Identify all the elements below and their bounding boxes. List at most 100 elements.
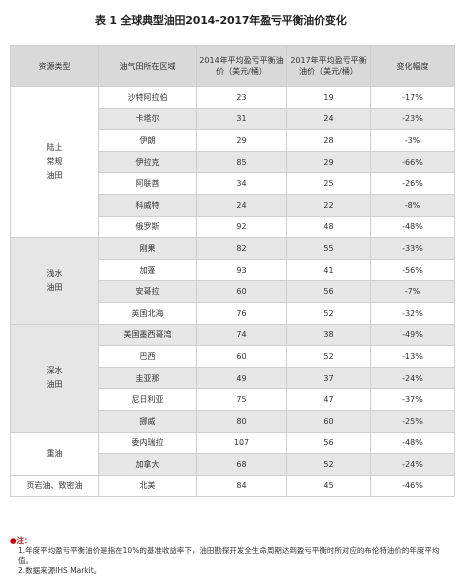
region-cell: 尼日利亚 xyxy=(98,388,197,411)
region-cell: 挪威 xyxy=(98,409,197,433)
price-2017-cell: 37 xyxy=(286,366,371,390)
table-title: 表 1 全球典型油田2014-2017年盈亏平衡油价变化 xyxy=(95,14,347,27)
change-cell: -56% xyxy=(370,258,455,282)
table-row: 加拿大 68 52 -24% xyxy=(11,453,455,476)
change-cell: -8% xyxy=(370,193,455,217)
region-cell: 加蓬 xyxy=(98,258,197,282)
price-2014-cell: 76 xyxy=(196,301,287,325)
price-2014-cell: 60 xyxy=(196,280,287,303)
table-row: 陆上 常规 油田 沙特阿拉伯 23 19 -17% xyxy=(10,85,455,239)
price-2017-cell: 25 xyxy=(286,172,371,195)
table-row: 安哥拉 60 56 -7% xyxy=(11,280,455,303)
change-cell: -24% xyxy=(370,453,455,476)
change-cell: -32% xyxy=(370,301,455,325)
table-row: 页岩油、致密油 北美 84 45 -46% xyxy=(10,474,455,498)
table-row: 重油 委内瑞拉 107 56 -48% xyxy=(10,431,455,476)
header-2017-price: 2017年平均盈亏平衡油价（美元/桶） xyxy=(286,45,371,87)
breakeven-price-table: 资源类型 油气田所在区域 2014年平均盈亏平衡油价（美元/桶） 2017年平均… xyxy=(10,45,455,498)
price-2014-cell: 93 xyxy=(196,258,287,282)
region-cell: 沙特阿拉伯 xyxy=(98,86,197,109)
table-row: 浅水 油田 刚果 82 55 -33% xyxy=(10,237,455,325)
price-2014-cell: 29 xyxy=(196,129,287,152)
change-cell: -26% xyxy=(370,172,455,195)
change-cell: -7% xyxy=(370,280,455,303)
notes: ●注： 1.年度平均盈亏平衡油价是指在10%的基准收益率下，油田勘探开发全生命周… xyxy=(10,536,454,576)
region-cell: 俄罗斯 xyxy=(98,215,197,239)
table-body: 陆上 常规 油田 沙特阿拉伯 23 19 -17% 卡塔尔 31 24 -23% 伊朗 29 28 -3… xyxy=(10,85,455,498)
price-2014-cell: 23 xyxy=(196,86,287,109)
price-2017-cell: 52 xyxy=(286,345,371,368)
region-cell: 圭亚那 xyxy=(98,366,197,390)
region-cell: 巴西 xyxy=(98,345,197,368)
price-2017-cell: 45 xyxy=(286,474,371,498)
table-header-row: 资源类型 油气田所在区域 2014年平均盈亏平衡油价（美元/桶） 2017年平均… xyxy=(10,45,455,87)
change-cell: -33% xyxy=(370,237,455,260)
price-2014-cell: 82 xyxy=(196,237,287,260)
price-2017-cell: 52 xyxy=(286,453,371,476)
resource-type-cell: 深水 油田 xyxy=(10,323,99,433)
price-2014-cell: 84 xyxy=(196,474,287,498)
price-2017-cell: 55 xyxy=(286,237,371,260)
region-cell: 科威特 xyxy=(98,193,197,217)
price-2014-cell: 49 xyxy=(196,366,287,390)
region-cell: 刚果 xyxy=(98,237,197,260)
price-2017-cell: 56 xyxy=(286,431,371,455)
region-cell: 伊朗 xyxy=(98,129,197,152)
bullet-icon: ● xyxy=(10,536,17,545)
price-2017-cell: 22 xyxy=(286,193,371,217)
change-cell: -3% xyxy=(370,129,455,152)
price-2014-cell: 68 xyxy=(196,453,287,476)
change-cell: -23% xyxy=(370,107,455,131)
price-2017-cell: 29 xyxy=(286,150,371,174)
change-cell: -46% xyxy=(370,474,455,498)
price-2014-cell: 107 xyxy=(196,431,287,455)
change-cell: -37% xyxy=(370,388,455,411)
resource-type-cell: 重油 xyxy=(10,431,99,476)
region-cell: 伊拉克 xyxy=(98,150,197,174)
table-row: 深水 油田 美国墨西哥湾 74 38 -49% xyxy=(10,323,455,433)
table-row: 阿联酋 34 25 -26% xyxy=(11,172,455,195)
table-row: 伊朗 29 28 -3% xyxy=(11,129,455,152)
change-cell: -48% xyxy=(370,431,455,455)
price-2014-cell: 31 xyxy=(196,107,287,131)
change-cell: -66% xyxy=(370,150,455,174)
price-2017-cell: 24 xyxy=(286,107,371,131)
header-change: 变化幅度 xyxy=(370,45,455,87)
note-item-1: 1.年度平均盈亏平衡油价是指在10%的基准收益率下，油田勘探开发全生命周期达到盈… xyxy=(18,546,440,565)
header-region: 油气田所在区域 xyxy=(98,45,197,87)
price-2014-cell: 74 xyxy=(196,323,287,347)
change-cell: -17% xyxy=(370,86,455,109)
resource-type-cell: 浅水 油田 xyxy=(10,237,99,325)
price-2014-cell: 85 xyxy=(196,150,287,174)
table-row: 俄罗斯 92 48 -48% xyxy=(11,215,455,239)
resource-type-cell: 页岩油、致密油 xyxy=(10,474,99,498)
header-2014-price: 2014年平均盈亏平衡油价（美元/桶） xyxy=(196,45,287,87)
region-cell: 委内瑞拉 xyxy=(98,431,197,455)
region-cell: 安哥拉 xyxy=(98,280,197,303)
note-item-2: 2.数据来源IHS Markit。 xyxy=(18,566,102,575)
price-2017-cell: 48 xyxy=(286,215,371,239)
price-2017-cell: 56 xyxy=(286,280,371,303)
change-cell: -48% xyxy=(370,215,455,239)
price-2014-cell: 80 xyxy=(196,409,287,433)
table-row: 卡塔尔 31 24 -23% xyxy=(11,107,455,131)
price-2017-cell: 60 xyxy=(286,409,371,433)
table-row: 伊拉克 85 29 -66% xyxy=(11,150,455,174)
price-2017-cell: 19 xyxy=(286,86,371,109)
region-cell: 英国北海 xyxy=(98,301,197,325)
price-2017-cell: 47 xyxy=(286,388,371,411)
price-2017-cell: 28 xyxy=(286,129,371,152)
price-2014-cell: 60 xyxy=(196,345,287,368)
region-cell: 阿联酋 xyxy=(98,172,197,195)
region-cell: 北美 xyxy=(98,474,197,498)
price-2014-cell: 24 xyxy=(196,193,287,217)
change-cell: -49% xyxy=(370,323,455,347)
table-row: 挪威 80 60 -25% xyxy=(11,409,455,433)
resource-type-cell: 陆上 常规 油田 xyxy=(10,85,99,239)
region-cell: 卡塔尔 xyxy=(98,107,197,131)
price-2017-cell: 41 xyxy=(286,258,371,282)
price-2017-cell: 38 xyxy=(286,323,371,347)
table-row: 科威特 24 22 -8% xyxy=(11,193,455,217)
change-cell: -24% xyxy=(370,366,455,390)
